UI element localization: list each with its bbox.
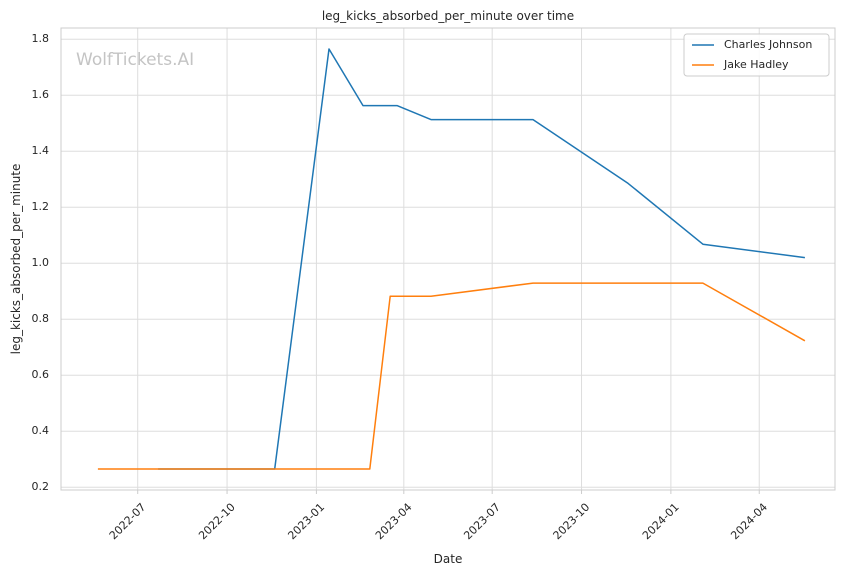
series-line xyxy=(97,282,806,470)
y-tick-label: 1.4 xyxy=(32,144,50,157)
y-tick-label: 0.8 xyxy=(32,312,50,325)
y-tick-label: 1.6 xyxy=(32,88,50,101)
legend-box xyxy=(683,33,830,77)
y-tick-label: 0.6 xyxy=(32,368,50,381)
legend-label: Charles Johnson xyxy=(724,38,812,51)
chart-title: leg_kicks_absorbed_per_minute over time xyxy=(322,9,574,23)
legend-label: Jake Hadley xyxy=(723,58,789,71)
grid xyxy=(61,28,835,490)
legend: Charles Johnson Jake Hadley xyxy=(683,33,830,77)
y-tick-label: 1.0 xyxy=(32,256,50,269)
series-line xyxy=(158,48,805,470)
plot-frame xyxy=(60,27,836,491)
x-axis-title: Date xyxy=(434,552,463,566)
y-tick-label: 1.2 xyxy=(32,200,50,213)
y-tick-label: 0.4 xyxy=(32,424,50,437)
series-lines xyxy=(97,48,806,470)
watermark: WolfTickets.AI xyxy=(76,50,194,70)
y-tick-label: 1.8 xyxy=(32,32,50,45)
y-axis-ticks: 0.2 0.4 0.6 0.8 1.0 1.2 1.4 1.6 1.8 xyxy=(32,32,50,493)
y-axis-title: leg_kicks_absorbed_per_minute xyxy=(9,164,23,355)
y-tick-label: 0.2 xyxy=(32,480,50,493)
